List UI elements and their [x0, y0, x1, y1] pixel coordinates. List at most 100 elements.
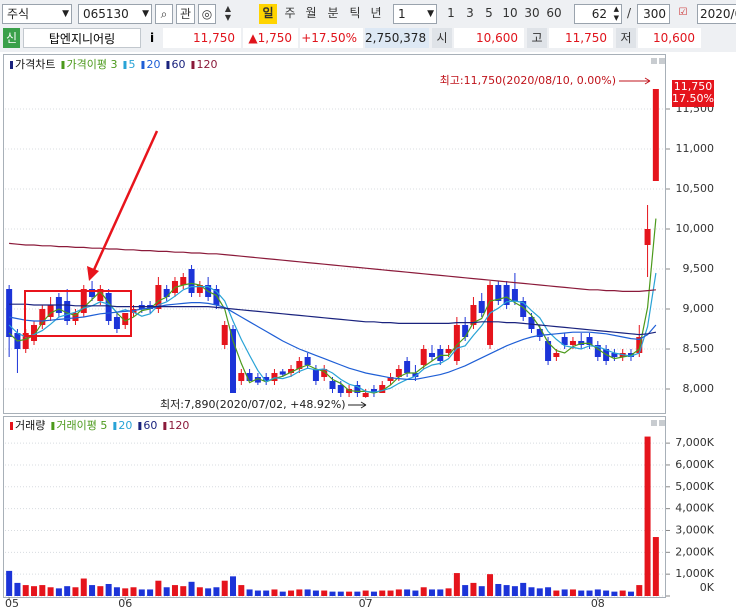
code-input[interactable]: 065130 ▼	[78, 4, 152, 24]
candle-body	[478, 301, 485, 313]
interval-button[interactable]: 60	[546, 6, 562, 20]
checkbox-button[interactable]: ☑	[678, 7, 688, 18]
y-tick-label: 10,500	[676, 182, 715, 195]
candle-body	[561, 337, 568, 345]
y-tick-label: 5,000K	[675, 480, 714, 493]
volume-bar	[420, 587, 427, 596]
candle-body	[652, 89, 659, 181]
volume-bar	[619, 590, 626, 596]
volume-bar	[230, 576, 237, 596]
period-button[interactable]: 틱	[349, 6, 361, 20]
volume-bar	[72, 587, 79, 596]
total-input[interactable]: 300	[637, 4, 670, 24]
spinner: ▲ ▼	[613, 5, 619, 22]
volume-bar	[22, 585, 29, 596]
volume-bar	[254, 590, 261, 596]
volume-bar	[113, 587, 120, 596]
legend-marker	[141, 61, 145, 69]
user-drawn-box[interactable]	[24, 290, 132, 337]
volume-bar	[503, 585, 510, 596]
period-button[interactable]: 년	[370, 6, 382, 20]
panel-icon[interactable]	[651, 420, 657, 426]
volume-bar	[188, 581, 195, 596]
volume-bar	[478, 586, 485, 596]
candle-body	[80, 289, 87, 313]
panel-icon[interactable]	[659, 58, 665, 64]
legend-marker	[113, 422, 117, 430]
candle-body	[304, 357, 311, 365]
volume-bar	[395, 589, 402, 596]
volume-bar	[329, 591, 336, 596]
interval-button[interactable]: 1	[447, 6, 455, 20]
candle-body	[329, 381, 336, 389]
volume-bar	[412, 590, 419, 596]
candle-body	[39, 309, 46, 325]
candle-body	[163, 289, 170, 297]
volume-bar	[213, 587, 220, 596]
stock-name[interactable]: 탑엔지니어링	[23, 28, 141, 48]
y-tick-label: 1,000K	[675, 567, 714, 580]
volume-bar	[89, 585, 96, 596]
interval-button[interactable]: 3	[466, 6, 474, 20]
legend-marker	[123, 61, 127, 69]
x-tick-label: 07	[359, 597, 373, 610]
updown-button[interactable]: ▲ ▼	[224, 4, 232, 22]
candle-body	[611, 353, 618, 357]
y-tick-label: 8,500	[683, 342, 715, 355]
legend-label: 거래이평 5	[56, 419, 107, 432]
y-tick-label: 4,000K	[675, 502, 714, 515]
volume-bar	[246, 589, 253, 596]
candle-body	[354, 385, 361, 393]
legend-label: 20	[146, 58, 160, 71]
candle-body	[428, 353, 435, 357]
view-button[interactable]: 관	[176, 4, 195, 24]
ma-line	[8, 302, 657, 380]
candle-body	[644, 229, 651, 245]
candle-body	[246, 373, 253, 381]
period-button[interactable]: 주	[284, 6, 296, 20]
y-tick-label: 11,000	[676, 142, 715, 155]
candle-body	[296, 361, 303, 369]
candle-body	[536, 329, 543, 337]
panel-icon[interactable]	[659, 420, 665, 426]
volume-panel	[3, 416, 666, 598]
price: 11,750	[163, 28, 241, 48]
market-select[interactable]: 주식 ▼	[2, 4, 72, 24]
candle-body	[64, 301, 71, 321]
x-tick-label: 06	[118, 597, 132, 610]
open: 10,600	[454, 28, 524, 48]
candle-body	[221, 325, 228, 345]
volume-bar	[370, 591, 377, 596]
settings-button[interactable]: ◎	[198, 4, 216, 24]
legend-label: 120	[168, 419, 189, 432]
period-button[interactable]: 일	[259, 4, 277, 24]
last-price-change: (17.50%)	[668, 92, 719, 105]
period-button[interactable]: 월	[305, 6, 317, 20]
volume-bar	[520, 582, 527, 596]
search-button[interactable]: ⌕	[155, 4, 173, 24]
info-button[interactable]: i	[149, 31, 155, 45]
interval-button[interactable]: 10	[502, 6, 518, 20]
volume-bar	[561, 589, 568, 596]
volume-bar	[528, 587, 535, 596]
low-annotation: 최저:7,890(2020/07/02, +48.92%)	[160, 398, 346, 411]
ma-line	[8, 218, 657, 394]
date-input[interactable]: 2020/0	[697, 4, 736, 24]
volume: 2,750,378	[365, 28, 429, 48]
volume-bar	[379, 590, 386, 596]
panel-icon[interactable]	[651, 58, 657, 64]
candle-body	[594, 345, 601, 357]
count-input[interactable]: 62 ▲ ▼	[574, 4, 622, 24]
interval-button[interactable]: 5	[485, 6, 493, 20]
volume-bar	[155, 580, 162, 596]
volume-bar	[321, 590, 328, 596]
candle-body	[420, 349, 427, 365]
interval-button[interactable]: 30	[524, 6, 540, 20]
candle-body	[279, 371, 286, 375]
candle-body	[586, 337, 593, 345]
period-button[interactable]: 분	[327, 6, 339, 20]
volume-bar	[603, 590, 610, 596]
user-drawn-arrow[interactable]	[91, 130, 159, 273]
interval-select[interactable]: 1 ▼	[393, 4, 437, 24]
low-label: 저	[616, 28, 636, 48]
